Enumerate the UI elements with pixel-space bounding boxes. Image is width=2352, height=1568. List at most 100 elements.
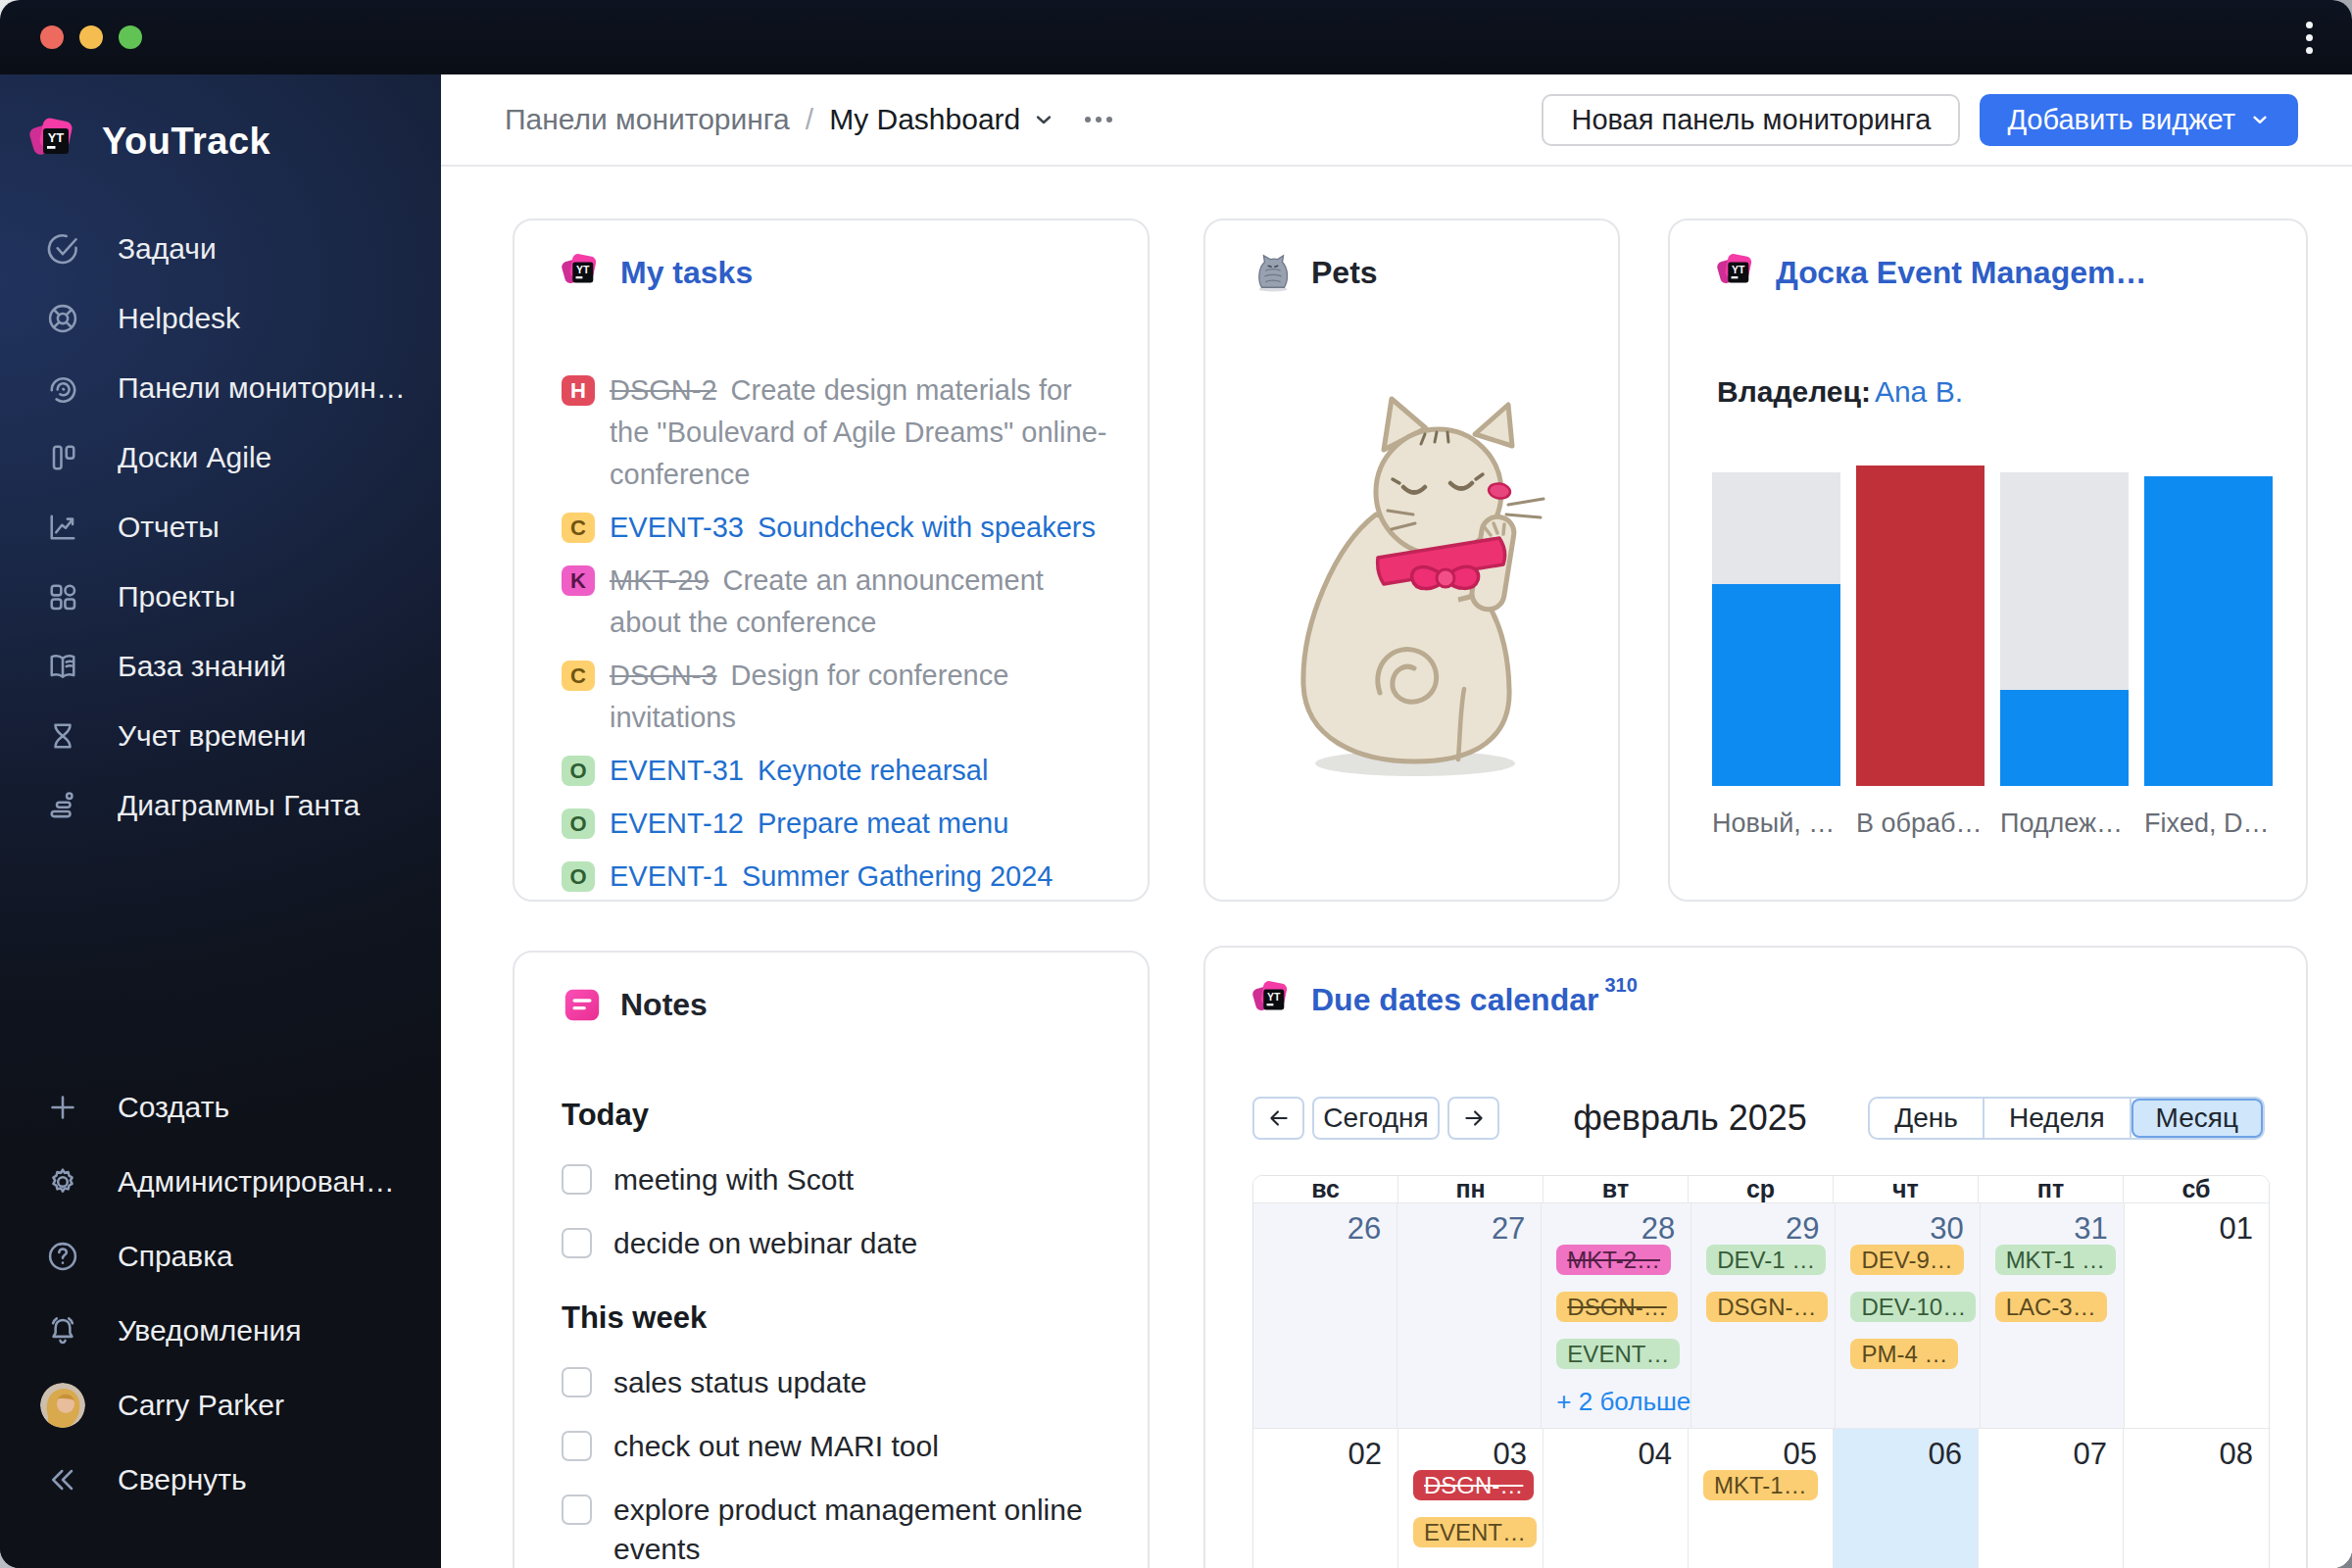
calendar-event-chip[interactable]: DSGN-… [1413,1470,1534,1500]
checkbox[interactable] [562,1431,592,1461]
sidebar-item-knowledge-base[interactable]: База знаний [0,631,441,701]
sidebar-item-gantt-charts[interactable]: Диаграммы Ганта [0,770,441,840]
checkbox[interactable] [562,1228,592,1258]
lifebuoy-icon [44,300,81,337]
calendar-day-cell[interactable]: 06 [1834,1429,1979,1568]
svg-text:YT: YT [1732,264,1745,275]
calendar-event-chip[interactable]: DSGN-… [1556,1292,1677,1322]
widget-title[interactable]: Due dates calendar310 [1311,982,1638,1018]
calendar-count-badge: 310 [1604,974,1637,996]
calendar-day-cell[interactable]: 31MKT-1 …LAC-3… [1981,1203,2125,1429]
calendar-next-button[interactable] [1447,1097,1499,1140]
issue-id-link[interactable]: DSGN-2 [610,374,717,406]
calendar-event-chip[interactable]: MKT-1 … [1995,1245,2116,1275]
dashboard-content: YT My tasks HDSGN-2Create design materia… [441,167,2352,1568]
calendar-today-button[interactable]: Сегодня [1312,1097,1440,1140]
calendar-event-chip[interactable]: DEV-9… [1850,1245,1963,1275]
sidebar-item-time-tracking[interactable]: Учет времени [0,701,441,770]
calendar-event-chip[interactable]: PM-4 … [1850,1339,1958,1369]
minimize-button[interactable] [79,25,103,49]
add-widget-button[interactable]: Добавить виджет [1980,94,2298,146]
youtrack-widget-icon: YT [1252,979,1294,1020]
sidebar-item-notifications[interactable]: Уведомления [0,1294,441,1368]
project-avatar: C [562,661,595,691]
issue-id-link[interactable]: EVENT-12 [610,808,744,839]
breadcrumb-current[interactable]: My Dashboard [829,103,1020,136]
issue-id-link[interactable]: EVENT-1 [610,860,728,892]
note-item-label: explore product management online events [613,1491,1104,1568]
breadcrumb-more-icon[interactable] [1085,117,1112,122]
close-button[interactable] [40,25,64,49]
calendar-more-link[interactable]: + 2 больше [1556,1387,1690,1417]
calendar-day-cell[interactable]: 01 [2125,1203,2269,1429]
issue-id-link[interactable]: DSGN-3 [610,660,717,691]
calendar-view-Неделя[interactable]: Неделя [1984,1099,2132,1138]
calendar-day-cell[interactable]: 08 [2124,1429,2269,1568]
sidebar-item-create[interactable]: Создать [0,1070,441,1145]
issue-id-link[interactable]: EVENT-31 [610,755,744,786]
calendar-day-cell[interactable]: 26 [1253,1203,1397,1429]
calendar-event-chip[interactable]: LAC-3… [1995,1292,2107,1322]
hourglass-icon [44,717,81,755]
sidebar-item-helpdesk[interactable]: Helpdesk [0,283,441,353]
calendar-day-cell[interactable]: 03DSGN-…EVENT… [1398,1429,1544,1568]
calendar-day-cell[interactable]: 27 [1397,1203,1542,1429]
sidebar-item-dashboards[interactable]: Панели мониторин… [0,353,441,422]
youtrack-logo-icon: YT [29,116,80,167]
collapse-sidebar-button[interactable]: Свернуть [0,1443,441,1517]
event-board-chart [1712,463,2267,786]
gear-icon [44,1163,81,1200]
calendar-day-cell[interactable]: 29DEV-1 …DSGN-… [1691,1203,1836,1429]
calendar-day-number: 26 [1253,1203,1396,1245]
avatar [40,1383,85,1428]
calendar-event-chip[interactable]: EVENT… [1413,1517,1537,1547]
issue-summary-link[interactable]: Prepare meat menu [758,808,1008,839]
calendar-event-chip[interactable]: DSGN-… [1706,1292,1827,1322]
window-menu-icon[interactable] [2300,16,2319,60]
sidebar-item-projects[interactable]: Проекты [0,562,441,631]
issue-summary-link[interactable]: Keynote rehearsal [758,755,988,786]
calendar-event-chip[interactable]: MKT-1… [1703,1470,1818,1500]
issue-id-link[interactable]: MKT-29 [610,564,710,596]
calendar-event-chip[interactable]: DEV-10… [1850,1292,1976,1322]
calendar-day-cell[interactable]: 28MKT-2… DSGN-… EVENT… + 2 больше [1542,1203,1691,1429]
task-row: CDSGN-3Design for conference invitations [562,655,1112,739]
issue-summary-link[interactable]: Soundcheck with speakers [758,512,1096,543]
calendar-day-cell[interactable]: 02 [1253,1429,1398,1568]
chevron-down-icon[interactable] [1032,108,1055,131]
checkbox[interactable] [562,1494,592,1525]
sidebar-item-reports[interactable]: Отчеты [0,492,441,562]
chart-bar[interactable] [1712,472,1840,786]
chart-bar[interactable] [2144,476,2273,786]
widget-title[interactable]: My tasks [620,255,753,291]
widget-title[interactable]: Доска Event Managem… [1776,255,2146,291]
calendar-event-chip[interactable]: DEV-1 … [1706,1245,1826,1275]
checkbox[interactable] [562,1164,592,1195]
breadcrumb-root[interactable]: Панели мониторинга [505,103,790,136]
issue-summary-link[interactable]: Summer Gathering 2024 [742,860,1054,892]
sidebar-item-tasks[interactable]: Задачи [0,214,441,283]
sidebar-item-administration[interactable]: Администрирован… [0,1145,441,1219]
checkbox[interactable] [562,1367,592,1397]
sidebar-item-agile-boards[interactable]: Доски Agile [0,422,441,492]
calendar-event-chip[interactable]: MKT-2… [1556,1245,1671,1275]
calendar-event-chip[interactable]: EVENT… [1556,1339,1680,1369]
widget-title: Notes [620,987,708,1023]
zoom-button[interactable] [119,25,142,49]
issue-id-link[interactable]: EVENT-33 [610,512,744,543]
sidebar-item-help[interactable]: Справка [0,1219,441,1294]
sidebar-footer: СоздатьАдминистрирован…СправкаУведомлени… [0,1070,441,1517]
calendar-day-cell[interactable]: 05MKT-1… [1689,1429,1834,1568]
chart-bar[interactable] [1856,466,1984,786]
owner-link[interactable]: Ana B. [1875,375,1963,408]
calendar-view-День[interactable]: День [1870,1099,1984,1138]
calendar-day-number: 28 [1542,1203,1690,1245]
calendar-prev-button[interactable] [1252,1097,1304,1140]
new-dashboard-button[interactable]: Новая панель мониторинга [1542,94,1960,146]
calendar-view-Месяц[interactable]: Месяц [2132,1099,2263,1138]
calendar-day-cell[interactable]: 07 [1979,1429,2124,1568]
user-menu[interactable]: Carry Parker [0,1368,441,1443]
chart-bar[interactable] [2000,472,2129,786]
calendar-day-cell[interactable]: 30DEV-9…DEV-10…PM-4 … [1836,1203,1980,1429]
calendar-day-cell[interactable]: 04 [1544,1429,1689,1568]
